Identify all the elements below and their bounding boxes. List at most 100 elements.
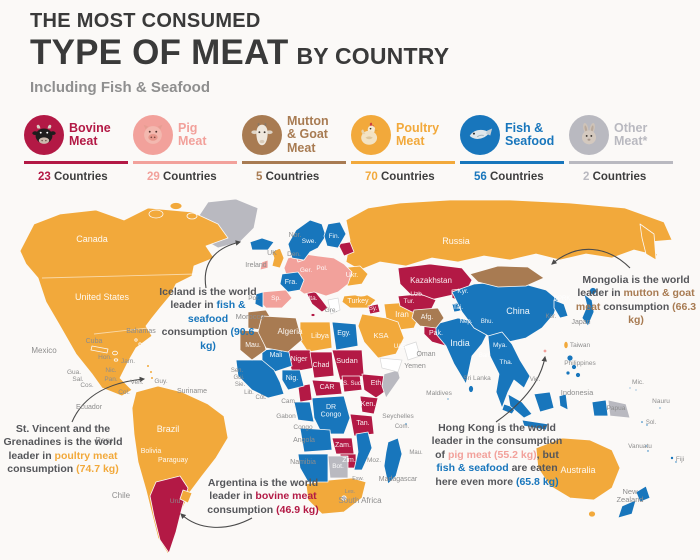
goat-icon — [242, 115, 282, 155]
rabbit-icon — [569, 115, 609, 155]
regions-mutton — [239, 265, 545, 361]
pig-icon — [133, 115, 173, 155]
map-region-philippines — [565, 370, 571, 376]
legend-label: Mutton & Goat Meat — [287, 114, 329, 155]
map-label: Nep. — [460, 319, 473, 325]
map-region-se-asia — [487, 331, 531, 409]
iceland-arrow — [204, 240, 242, 289]
st-vincent-arrow — [71, 376, 146, 423]
map-region-cuba — [90, 345, 109, 354]
island-dot-fiji — [674, 460, 678, 464]
page-subtitle: Including Fish & Seafood — [30, 79, 210, 96]
map-region-syria — [367, 303, 381, 315]
map-region-hispaniola — [112, 350, 118, 356]
map-label: Mali — [270, 352, 283, 359]
callout-text: Argentina is the world leader in — [207, 477, 322, 503]
map-label: Niger — [291, 356, 308, 363]
map-label: CAR — [320, 384, 335, 391]
map-label: Eth. — [371, 380, 384, 387]
map-region-uruguay — [179, 489, 193, 504]
island-dot-st-vincent — [149, 370, 153, 374]
map-region-sudan — [331, 349, 365, 381]
map-region-south-america — [131, 385, 229, 555]
map-region-egypt — [331, 321, 359, 351]
map-label: Morocco — [236, 312, 265, 321]
map-region-west-africa — [235, 359, 285, 399]
map-label: Kor. — [546, 314, 557, 320]
map-label: Com. — [395, 424, 410, 430]
map-region-somalia — [381, 369, 401, 399]
map-label: Les. — [345, 489, 356, 495]
callout-text: consumption — [161, 312, 232, 339]
map-label: Algeria — [278, 327, 303, 336]
callout-highlight: (46.9 kg) — [276, 503, 319, 516]
map-region-oman — [403, 341, 421, 361]
map-label: Mic. — [632, 379, 644, 386]
map-label: Cam. — [281, 398, 297, 405]
cow-icon — [24, 115, 64, 155]
map-label: Bahamas — [126, 328, 156, 335]
map-label: Pan. — [104, 376, 118, 383]
map-label: Vie. — [530, 377, 541, 383]
map-region-yemen — [379, 357, 403, 373]
callout-mongolia: Mongolia is the world leader in mutton &… — [574, 274, 698, 328]
map-label: Philippines — [564, 360, 596, 367]
map-label: Cos. — [80, 382, 94, 389]
map-label: Taiwan — [570, 342, 591, 349]
callout-text: consumption — [600, 300, 673, 313]
callout-highlight: (74.7 kg) — [76, 463, 119, 476]
map-region-nigeria — [281, 369, 305, 391]
caspian-sea — [385, 281, 397, 303]
island-dot-seychelles — [404, 422, 408, 426]
legend-label: Other Meat* — [614, 120, 648, 148]
map-region-new-zealand-north — [635, 485, 651, 503]
map-label: Mau. — [409, 450, 423, 456]
island-dot-vanuatu — [644, 444, 648, 448]
map-label: Egy. — [337, 330, 351, 337]
map-region-russia — [345, 199, 673, 271]
callout-highlight: fish & seafood — [436, 462, 509, 475]
map-region-car — [311, 379, 343, 397]
callout-highlight: (65.8 kg) — [515, 475, 559, 488]
map-label: Ita. — [308, 295, 317, 302]
map-region-arctic-islands — [169, 202, 183, 210]
island-dot-fiji — [670, 455, 675, 460]
map-region-afghanistan — [411, 307, 445, 329]
map-label: Bot. — [332, 463, 344, 470]
map-label: Esw. — [352, 476, 364, 482]
map-label: Tan. — [356, 420, 369, 427]
island-dot-vanuatu — [646, 449, 650, 453]
map-region-saudi-arabia — [357, 313, 405, 359]
map-label: Kazakhstan — [410, 276, 452, 285]
map-label: Afg. — [421, 314, 434, 321]
map-label: New Zealand — [616, 487, 643, 504]
map-label: Oman — [416, 351, 435, 358]
map-region-botswana — [327, 455, 349, 479]
black-sea — [352, 287, 370, 297]
map-label: Ukr. — [346, 272, 359, 279]
map-label: Sy. — [369, 306, 378, 312]
map-label: Angola — [293, 437, 315, 444]
map-label: Peru — [96, 436, 113, 445]
map-region-norway-sweden — [287, 219, 327, 261]
map-label: South Africa — [338, 496, 382, 505]
island-dot-micronesia — [628, 386, 632, 390]
map-label: Sal. — [72, 376, 83, 383]
map-label: Australia — [560, 465, 595, 475]
map-region-portugal — [254, 291, 264, 309]
island-dot-maldives — [446, 397, 450, 401]
map-region-ireland — [259, 259, 269, 271]
map-region-sumatra — [507, 393, 533, 419]
map-region-sri-lanka — [468, 385, 474, 393]
page-title-main: TYPE OF MEAT — [30, 33, 289, 72]
map-region-australia — [535, 437, 621, 501]
map-region-japan — [581, 293, 595, 327]
map-label: Côt. — [255, 395, 266, 401]
callout-text: consumption — [7, 449, 121, 476]
map-label: Mya. — [493, 342, 507, 349]
map-label: Fin. — [329, 233, 340, 240]
callout-text: St. Vincent and the Grenadines is the wo… — [3, 423, 126, 462]
map-region-north-america — [19, 207, 229, 397]
map-region-jamaica — [113, 358, 119, 362]
map-label: Canada — [76, 234, 108, 244]
